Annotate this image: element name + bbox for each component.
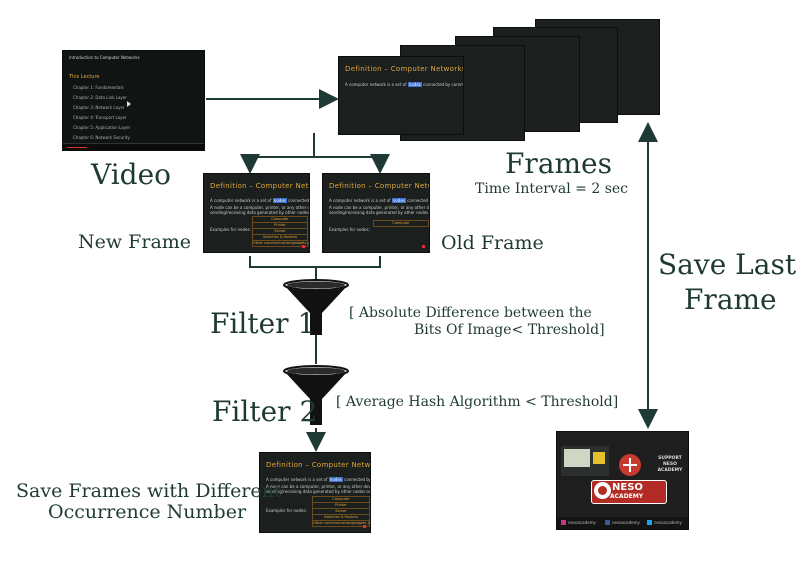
table-row: Printer: [253, 223, 307, 229]
video-thumbnail: Introduction to Computer Networks This L…: [62, 50, 205, 151]
frame-table-label: Examples for nodes:: [210, 227, 251, 232]
social-handle: nesoacademy: [568, 520, 596, 525]
facebook-icon: [605, 520, 610, 525]
video-progress: [67, 147, 87, 148]
video-control-bar: [63, 143, 204, 150]
frame-line: A node can be a computer, printer, or an…: [210, 205, 310, 210]
video-toc-item: Chapter 3: Network Layer: [73, 105, 125, 110]
filter1-label: Filter 1: [210, 307, 316, 340]
frame-line: A computer network is a set of nodes con…: [329, 198, 429, 203]
instagram-icon: [561, 520, 566, 525]
play-icon: [127, 101, 131, 107]
neso-brand-sub: ACADEMY: [610, 493, 644, 500]
frame-line: sending/receiving data generated by othe…: [329, 210, 429, 215]
video-toc-item: Chapter 1: Fundamentals: [73, 85, 124, 90]
save-last-line2: Frame: [684, 283, 777, 316]
frame-title: Definition – Computer Networks: [345, 65, 464, 73]
frame-line: sending/receiving data generated by othe…: [210, 210, 310, 215]
neso-circle-icon: [594, 482, 611, 499]
table-row: Printer: [313, 503, 369, 509]
video-toc-heading: This Lecture: [69, 74, 100, 80]
filter2-funnel-icon: [282, 365, 350, 427]
new-frame-label: New Frame: [78, 231, 192, 253]
frame-table: Computer Printer Server Switches & Route…: [252, 216, 309, 247]
new-frame-thumbnail: Definition – Computer Networks A compute…: [203, 173, 310, 253]
red-dot-icon: [302, 245, 305, 248]
frame-line: A computer network is a set of nodes con…: [210, 198, 310, 203]
frame-title: Definition – Computer Networks: [329, 182, 429, 190]
table-row: Computer: [392, 221, 410, 225]
table-row: Other communication/gadgets (Smart watch…: [253, 241, 309, 245]
frame-stack-front: Definition – Computer Networks A compute…: [338, 56, 464, 135]
red-dot-icon: [422, 245, 425, 248]
time-interval-label: Time Interval = 2 sec: [475, 181, 629, 197]
save-frames-line1: Save Frames with Different: [16, 480, 282, 502]
old-frame-thumbnail: Definition – Computer Networks A compute…: [322, 173, 430, 253]
filter2-label: Filter 2: [212, 395, 318, 428]
frame-table: Computer: [373, 220, 429, 227]
frame-table-label: Examples for nodes:: [266, 508, 307, 513]
social-handle: nesoacademy: [612, 520, 640, 525]
filter1-desc-line1: [ Absolute Difference between the: [349, 305, 592, 321]
frame-line: A computer network is a set of nodes con…: [266, 477, 371, 482]
frame-table: Computer Printer Server Switches & Route…: [312, 496, 370, 527]
save-last-line1: Save Last: [658, 248, 797, 281]
merge-line: [249, 256, 381, 268]
frame-line: sending/receiving data generated by othe…: [266, 489, 371, 494]
save-frames-line2: Occurrence Number: [48, 501, 247, 523]
table-row: Server: [253, 229, 307, 235]
social-handle: nesoacademy: [654, 520, 682, 525]
old-frame-label: Old Frame: [441, 232, 544, 254]
social-bar: nesoacademy nesoacademy nesoacademy: [557, 517, 688, 529]
table-row: Computer: [313, 497, 369, 503]
neso-brand: NESO: [612, 482, 643, 493]
frame-line: A node can be a computer, printer, or an…: [266, 484, 371, 489]
video-toc-item: Chapter 4: Transport Layer: [73, 115, 127, 120]
video-title: Introduction to Computer Networks: [69, 55, 140, 60]
video-toc-item: Chapter 5: Application Layer: [73, 125, 131, 130]
filter2-desc: [ Average Hash Algorithm < Threshold]: [336, 394, 619, 410]
video-label: Video: [91, 158, 172, 191]
twitter-icon: [647, 520, 652, 525]
frame-table-label: Examples for nodes:: [329, 227, 370, 232]
red-dot-icon: [363, 525, 366, 528]
video-toc-item: Chapter 6: Network Security: [73, 135, 130, 140]
filter1-desc-line2: Bits Of Image< Threshold]: [414, 322, 605, 338]
table-row: Other communication/gadgets (Smart watch…: [313, 521, 371, 525]
filter1-funnel-icon: [282, 279, 350, 337]
saved-frame-thumbnail: Definition – Computer Networks A compute…: [259, 452, 371, 533]
frames-label: Frames: [505, 147, 612, 180]
frame-line: A node can be a computer, printer, or an…: [329, 205, 430, 210]
frame-title: Definition – Computer Networks: [210, 182, 309, 190]
frame-line: A computer network is a set of nodes con…: [345, 82, 464, 87]
video-toc-item: Chapter 2: Data Link Layer: [73, 95, 127, 100]
table-row: Switches & Routers: [313, 515, 369, 521]
promo-image: [561, 446, 609, 476]
table-row: Server: [313, 509, 369, 515]
table-row: Computer: [253, 217, 307, 223]
frame-title: Definition – Computer Networks: [266, 461, 371, 469]
table-row: Switches & Routers: [253, 235, 307, 241]
last-frame-thumbnail: SUPPORT NESO ACADEMY NESO ACADEMY nesoac…: [556, 431, 689, 530]
support-text: SUPPORT NESO ACADEMY: [657, 456, 683, 473]
